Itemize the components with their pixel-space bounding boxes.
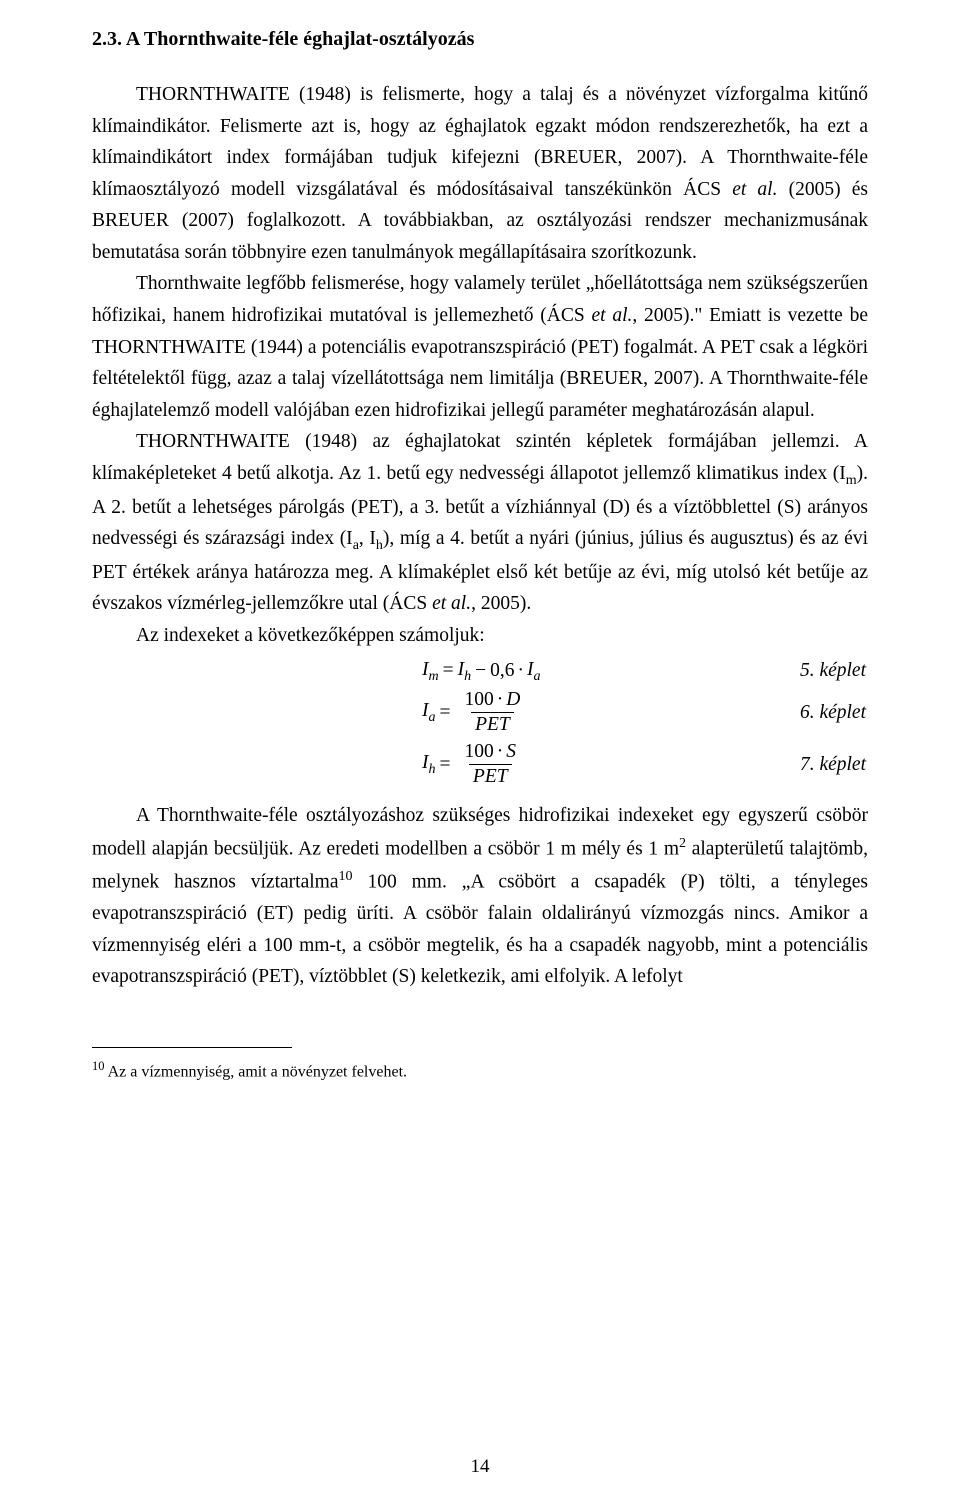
- formula-block: Im = Ih − 0,6 · Ia 5. képlet Ia = 100·D …: [92, 660, 868, 787]
- paragraph-1: THORNTHWAITE (1948) is felismerte, hogy …: [92, 79, 868, 268]
- paragraph-4: Az indexeket a következőképpen számoljuk…: [92, 620, 868, 652]
- footnote-separator: [92, 1047, 292, 1048]
- formula-6-label: 6. képlet: [622, 703, 868, 723]
- section-title: 2.3. A Thornthwaite-féle éghajlat-osztál…: [92, 28, 868, 51]
- formula-6: Ia = 100·D PET 6. képlet: [92, 690, 868, 734]
- paragraph-3: THORNTHWAITE (1948) az éghajlatokat szin…: [92, 426, 868, 620]
- formula-7-label: 7. képlet: [622, 755, 868, 775]
- page-number: 14: [0, 1456, 960, 1478]
- paragraph-5: A Thornthwaite-féle osztályozáshoz szüks…: [92, 800, 868, 992]
- paragraph-2: Thornthwaite legfőbb felismerése, hogy v…: [92, 268, 868, 426]
- formula-5: Im = Ih − 0,6 · Ia 5. képlet: [92, 660, 868, 683]
- formula-7: Ih = 100·S PET 7. képlet: [92, 742, 868, 786]
- footnote-10: 10 Az a vízmennyiség, amit a növényzet f…: [92, 1058, 868, 1084]
- formula-5-label: 5. képlet: [622, 661, 868, 681]
